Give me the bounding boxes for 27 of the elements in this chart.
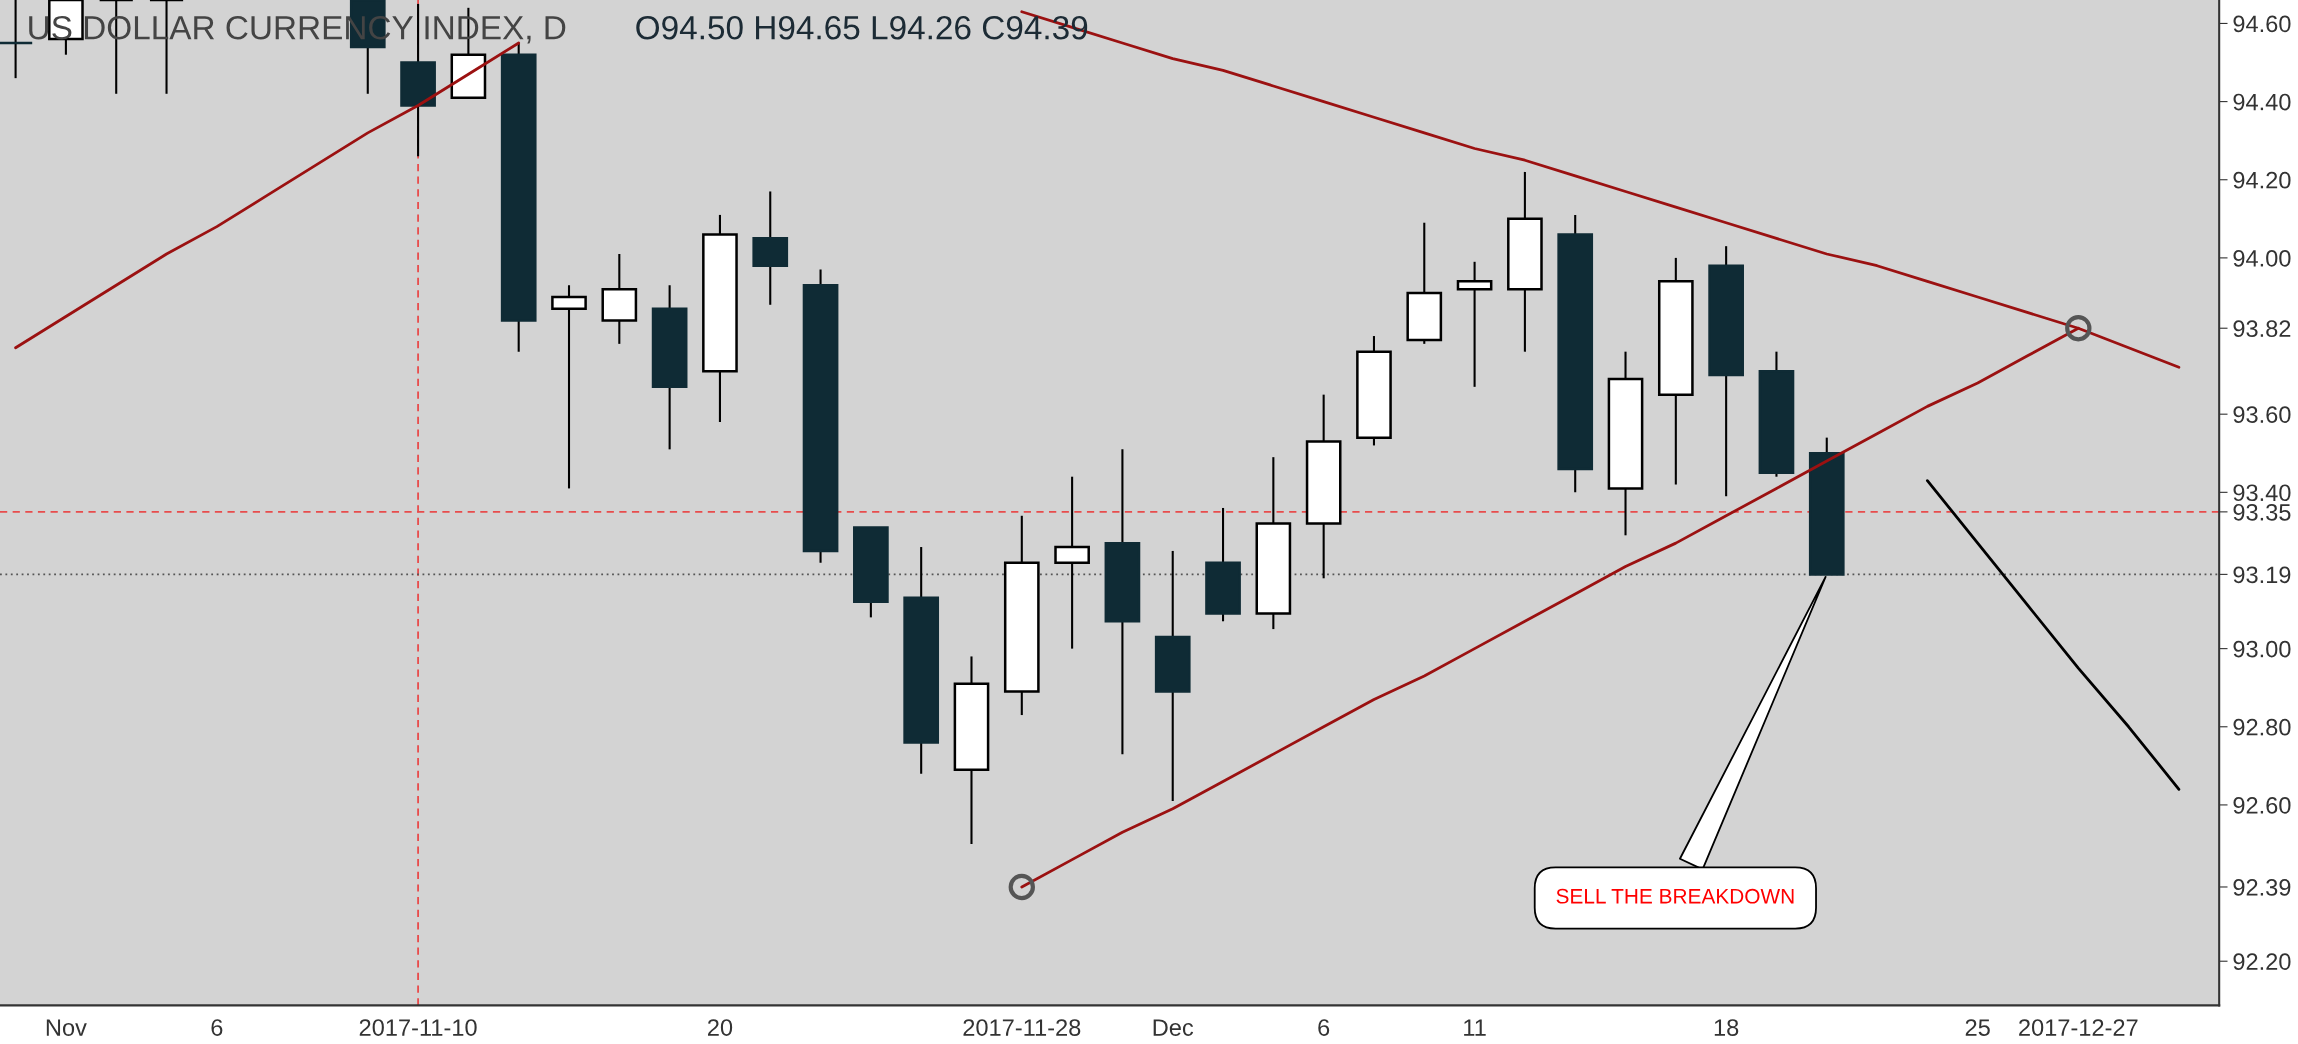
x-tick-label: Nov <box>46 1019 87 1036</box>
x-tick-label: 6 <box>211 1019 223 1036</box>
annotation: SELL THE BREAKDOWN <box>1556 888 1794 904</box>
y-tick-label: 92.39 <box>2233 879 2291 896</box>
y-tick-label: 92.20 <box>2233 953 2291 971</box>
y-tick-label: 93.00 <box>2233 640 2291 658</box>
y-tick-label: 93.82 <box>2233 320 2291 338</box>
x-tick-label: Dec <box>1153 1019 1194 1036</box>
y-tick-label: 94.00 <box>2233 249 2291 267</box>
y-tick-label: 94.20 <box>2233 171 2291 189</box>
y-tick-label: 94.40 <box>2233 93 2291 111</box>
y-tick-label: 94.60 <box>2233 15 2291 33</box>
x-tick-label: 25 <box>1965 1019 1990 1036</box>
x-tick-label: 2017-12-27 <box>2019 1019 2138 1036</box>
x-tick-label: 11 <box>1464 1019 1486 1036</box>
x-tick-label: 6 <box>1318 1019 1330 1036</box>
y-tick-label: 92.60 <box>2233 796 2291 814</box>
y-tick-label: 93.19 <box>2233 566 2291 584</box>
y-tick-label: 92.80 <box>2233 718 2291 736</box>
y-tick-label: 93.35 <box>2233 503 2291 521</box>
y-tick-label: 93.40 <box>2233 484 2291 502</box>
x-tick-label: 18 <box>1714 1019 1739 1036</box>
x-tick-label: 2017-11-10 <box>359 1019 477 1036</box>
x-tick-label: 2017-11-28 <box>963 1019 1081 1036</box>
annotation: O94.50 H94.65 L94.26 C94.39 <box>636 15 1088 40</box>
y-tick-label: 93.60 <box>2233 406 2291 423</box>
x-tick-label: 20 <box>708 1019 733 1036</box>
